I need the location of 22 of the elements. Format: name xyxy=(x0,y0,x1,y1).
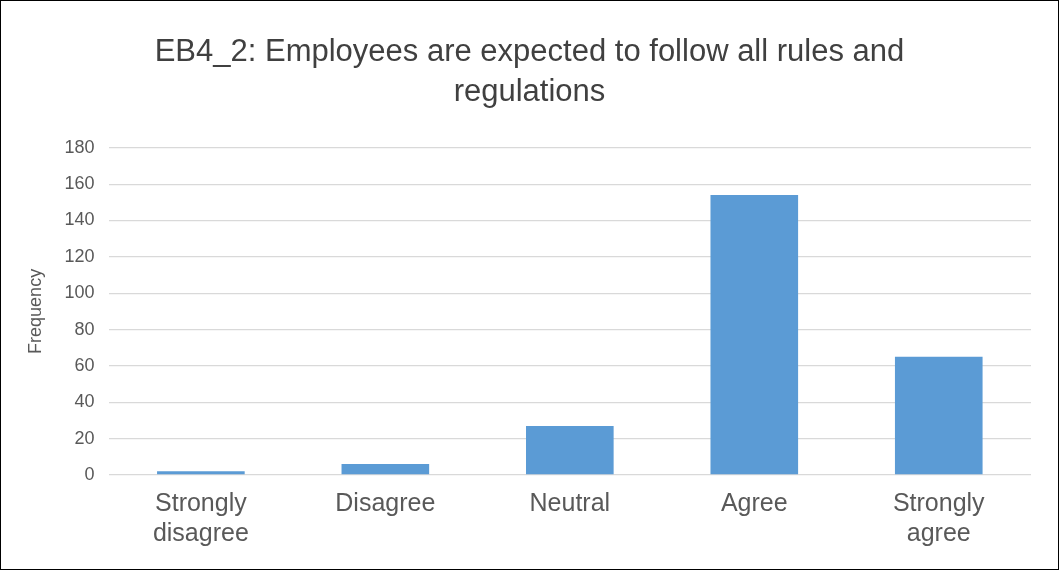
y-tick-label: 120 xyxy=(64,245,95,266)
bar xyxy=(341,464,430,475)
y-tick-label: 180 xyxy=(64,136,95,157)
bar xyxy=(157,471,245,475)
bar xyxy=(894,356,983,475)
y-tick-label: 20 xyxy=(74,427,95,448)
y-tick-label: 100 xyxy=(64,282,95,303)
chart-title: EB4_2: Employees are expected to follow all rules and regulations xyxy=(153,32,906,110)
y-tick-label: 160 xyxy=(64,173,95,194)
x-tick-label: Neutral xyxy=(529,487,611,516)
x-tick-label: Disagree xyxy=(335,487,436,516)
y-tick-label: 60 xyxy=(74,354,95,375)
y-tick-label: 80 xyxy=(74,318,95,339)
bar xyxy=(526,425,614,475)
x-tick-label: Strongly agree xyxy=(892,487,986,546)
y-tick-label: 0 xyxy=(84,463,95,484)
y-tick-label: 140 xyxy=(64,209,95,230)
x-tick-label: Strongly disagree xyxy=(152,487,249,546)
y-axis-title: Frequency xyxy=(24,268,45,354)
y-tick-label: 40 xyxy=(74,391,95,412)
bar xyxy=(710,195,799,475)
x-tick-label: Agree xyxy=(720,487,788,516)
